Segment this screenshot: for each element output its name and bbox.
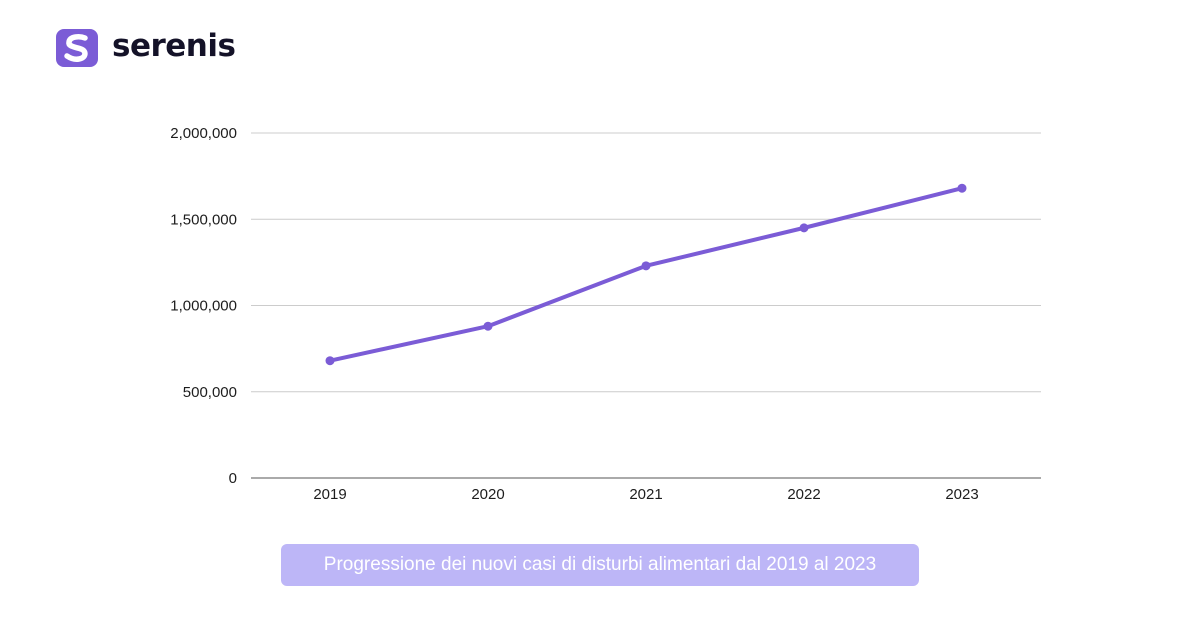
data-point: [799, 223, 809, 233]
chart-series: [325, 183, 967, 366]
x-tick-label: 2020: [471, 486, 504, 503]
x-tick-label: 2021: [629, 486, 662, 503]
serenis-s-logo-icon: [56, 29, 98, 67]
y-tick-label: 1,500,000: [170, 211, 237, 228]
y-tick-label: 500,000: [183, 384, 237, 401]
chart-caption: Progressione dei nuovi casi di disturbi …: [281, 544, 919, 586]
brand-logo: serenis: [56, 27, 236, 69]
x-tick-label: 2019: [313, 486, 346, 503]
y-tick-label: 0: [229, 470, 237, 487]
data-point: [957, 183, 967, 193]
x-tick-label: 2022: [787, 486, 820, 503]
y-tick-label: 2,000,000: [170, 125, 237, 142]
x-tick-label: 2023: [945, 486, 978, 503]
data-point: [641, 261, 651, 271]
data-point: [325, 356, 335, 366]
y-tick-label: 1,000,000: [170, 298, 237, 315]
chart-axes: 0 500,000 1,000,000 1,500,000 2,000,000 2019 2…: [170, 125, 1041, 503]
data-point: [483, 321, 493, 331]
brand-name: serenis: [112, 27, 236, 64]
chart-gridlines: [251, 132, 1041, 393]
series-line: [328, 186, 964, 363]
